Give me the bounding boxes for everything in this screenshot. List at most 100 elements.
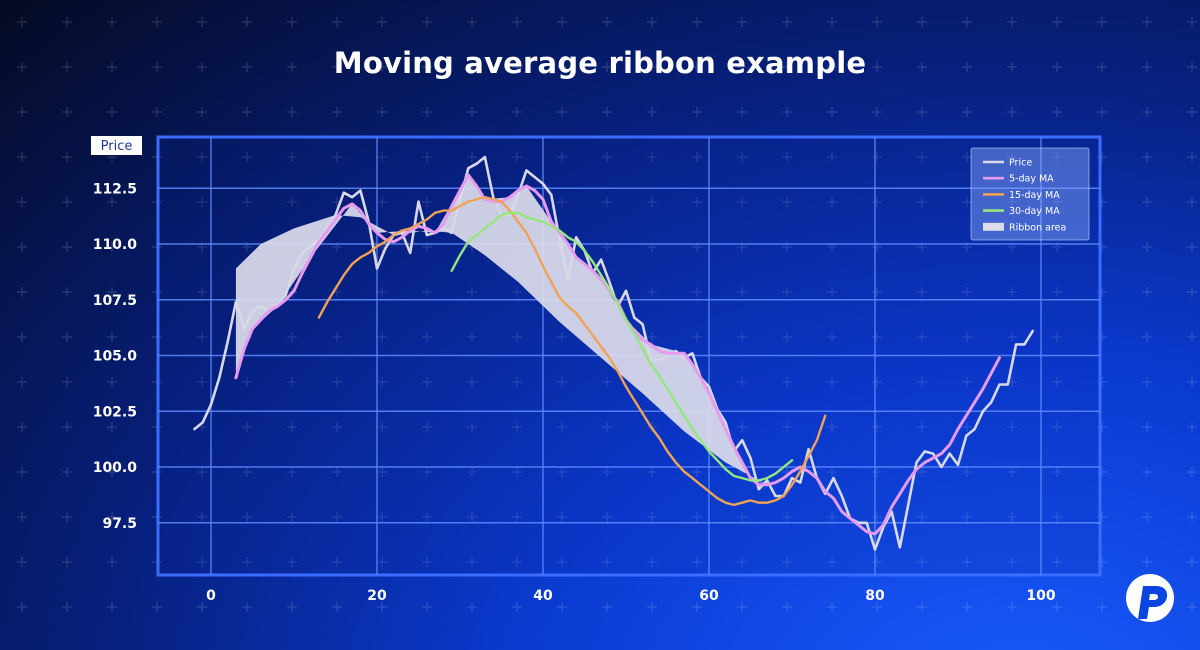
plus-mark [782, 197, 792, 207]
plus-mark [377, 152, 387, 162]
plus-mark [107, 332, 117, 342]
y-axis-label-text: Price [101, 139, 133, 154]
plus-mark [422, 287, 432, 297]
plus-mark [512, 377, 522, 387]
plus-mark [422, 107, 432, 117]
plus-mark [242, 422, 252, 432]
plus-mark [917, 17, 927, 27]
plus-mark [512, 467, 522, 477]
plus-mark [332, 467, 342, 477]
plus-mark [737, 152, 747, 162]
plus-mark [962, 62, 972, 72]
plus-mark [1052, 197, 1062, 207]
plus-mark [1007, 602, 1017, 612]
plus-mark [692, 287, 702, 297]
plus-mark [197, 17, 207, 27]
plus-mark [422, 467, 432, 477]
legend-label: 30-day MA [1009, 206, 1060, 217]
plus-mark [1052, 332, 1062, 342]
plus-mark [647, 512, 657, 522]
series-lines [193, 155, 1034, 551]
y-tick-label: 97.5 [102, 516, 137, 532]
plus-mark [377, 512, 387, 522]
plus-mark [197, 107, 207, 117]
plus-mark [107, 17, 117, 27]
x-tick-label: 20 [367, 588, 387, 604]
plus-mark [602, 197, 612, 207]
plus-mark [152, 17, 162, 27]
plus-mark [377, 197, 387, 207]
plus-mark [557, 467, 567, 477]
plus-mark [62, 107, 72, 117]
plus-mark [62, 197, 72, 207]
plus-mark [62, 332, 72, 342]
plus-mark [827, 107, 837, 117]
plus-mark [512, 512, 522, 522]
plus-mark [152, 62, 162, 72]
plus-mark [422, 62, 432, 72]
plus-mark [692, 332, 702, 342]
plus-mark [647, 152, 657, 162]
plus-mark [1187, 332, 1197, 342]
plus-mark [962, 332, 972, 342]
plus-mark [1052, 17, 1062, 27]
plus-mark [782, 152, 792, 162]
plus-mark [962, 152, 972, 162]
plus-mark [782, 62, 792, 72]
plus-mark [602, 602, 612, 612]
plus-mark [467, 332, 477, 342]
plus-mark [737, 17, 747, 27]
plus-mark [107, 107, 117, 117]
y-axis-label: Price [91, 136, 142, 155]
plus-mark [107, 242, 117, 252]
plus-mark [512, 332, 522, 342]
plus-mark [692, 557, 702, 567]
plus-mark [692, 467, 702, 477]
plus-mark [1142, 332, 1152, 342]
plus-mark [197, 197, 207, 207]
plus-mark [1142, 107, 1152, 117]
plus-mark [1187, 377, 1197, 387]
ribbon-area [235, 174, 768, 485]
plus-mark [422, 152, 432, 162]
plus-mark [1142, 62, 1152, 72]
plus-mark [1187, 62, 1197, 72]
plus-mark [647, 287, 657, 297]
plus-mark [692, 62, 702, 72]
plus-mark [242, 62, 252, 72]
plus-mark [242, 17, 252, 27]
plus-mark [1142, 377, 1152, 387]
plus-mark [1097, 107, 1107, 117]
plus-mark [557, 602, 567, 612]
plus-mark [467, 602, 477, 612]
plus-mark [827, 197, 837, 207]
plus-mark [422, 197, 432, 207]
plus-mark [62, 422, 72, 432]
plus-mark [1007, 17, 1017, 27]
plus-mark [917, 512, 927, 522]
plus-mark [512, 152, 522, 162]
plus-mark [917, 377, 927, 387]
plus-mark [872, 107, 882, 117]
legend-label: 5-day MA [1009, 174, 1054, 185]
plus-mark [107, 467, 117, 477]
plus-mark [467, 62, 477, 72]
plus-mark [827, 467, 837, 477]
plus-mark [17, 332, 27, 342]
plus-mark [332, 557, 342, 567]
x-tick-label: 0 [206, 588, 216, 604]
plus-mark [692, 512, 702, 522]
legend: Price 5-day MA 15-day MA 30-day MA Ribbon ar… [970, 147, 1090, 241]
plus-mark [872, 332, 882, 342]
plus-mark [62, 287, 72, 297]
plus-mark [692, 17, 702, 27]
plus-mark [422, 422, 432, 432]
plus-mark [782, 107, 792, 117]
y-tick-label: 102.5 [93, 404, 137, 420]
plus-mark [242, 467, 252, 477]
plus-mark [377, 287, 387, 297]
plus-mark [602, 152, 612, 162]
plus-mark [422, 17, 432, 27]
plus-mark [62, 152, 72, 162]
plus-mark [467, 377, 477, 387]
